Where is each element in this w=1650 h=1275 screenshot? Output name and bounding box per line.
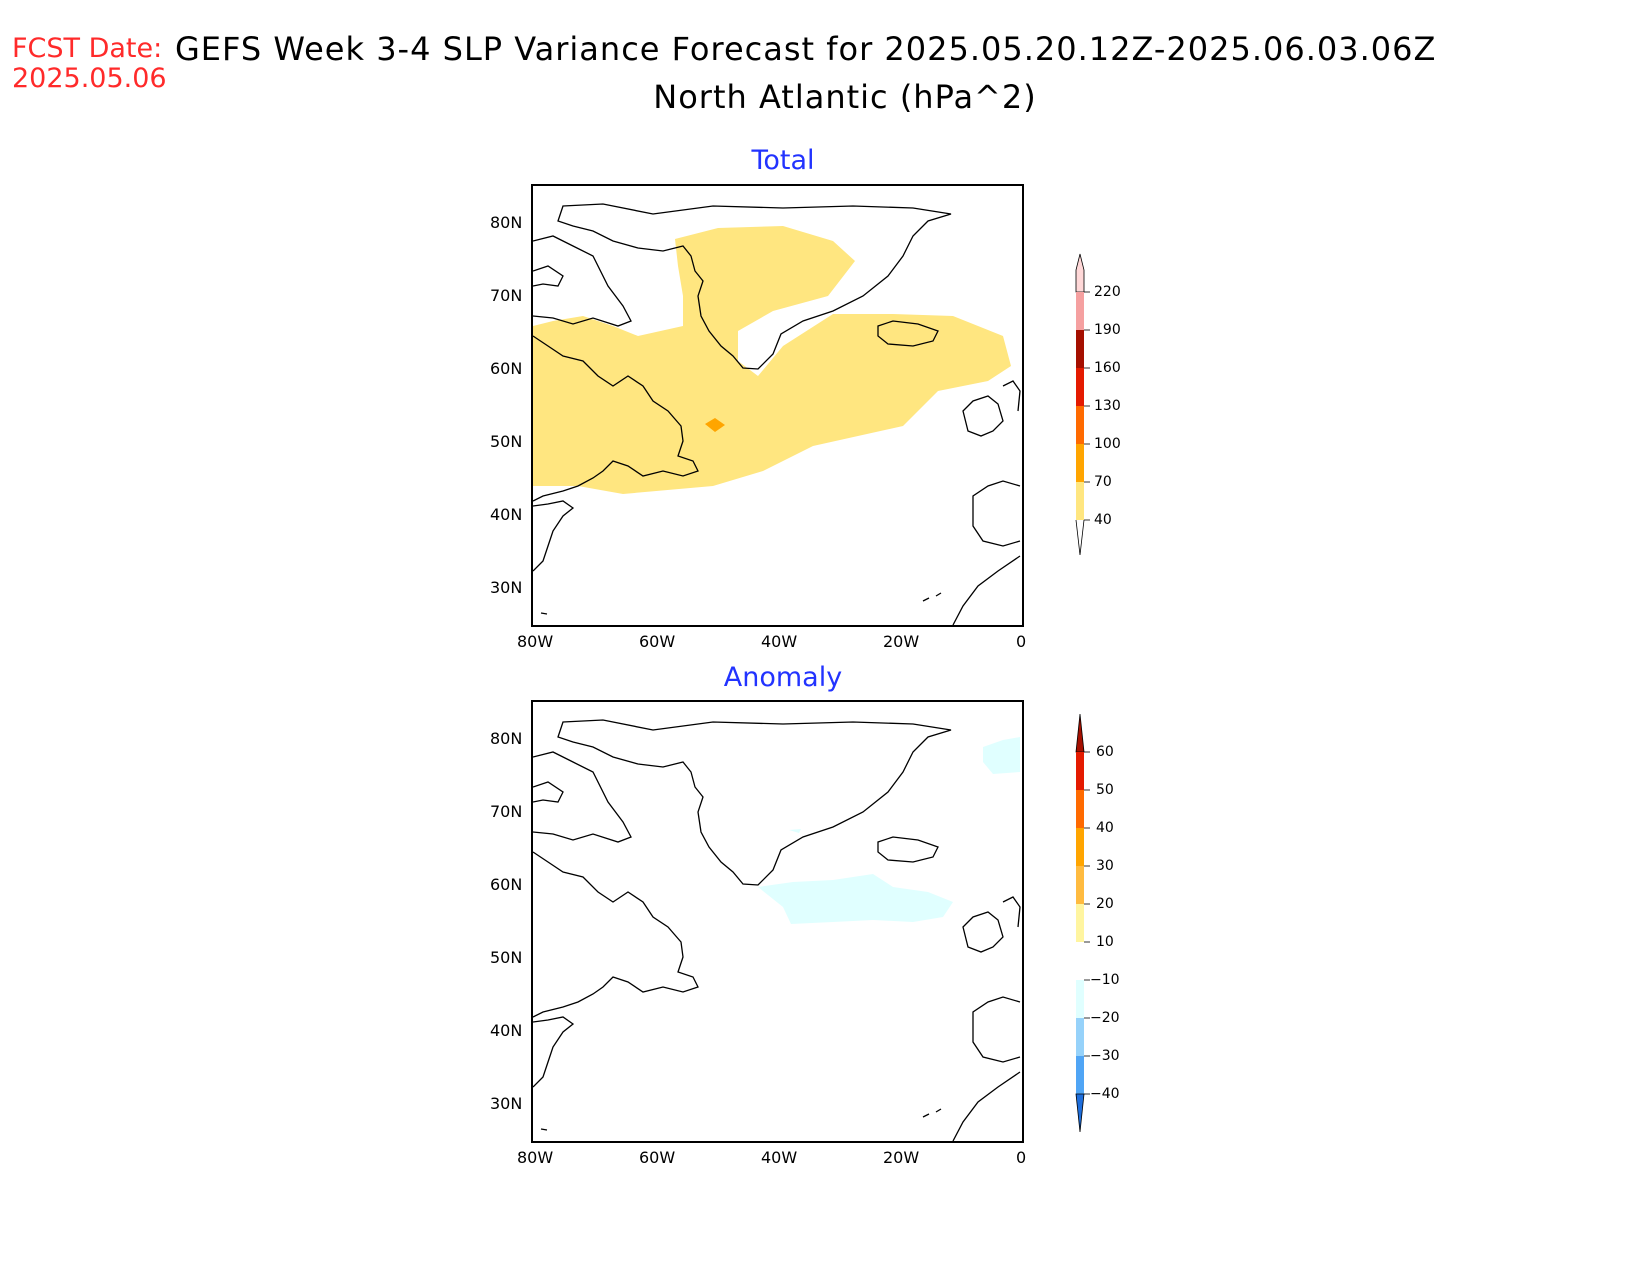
colorbar-total-label-40: 40 (1094, 512, 1112, 528)
forecast-date-value: 2025.05.06 (12, 63, 167, 94)
colorbar-total-label-70: 70 (1094, 474, 1112, 490)
baffin-island-anomaly (533, 781, 564, 803)
labrador-coast (533, 335, 699, 502)
forecast-date-label: FCST Date: (12, 33, 163, 64)
variance-40-70-region (533, 226, 1011, 494)
variance-70-100-patch (705, 418, 725, 432)
map-anomaly (531, 700, 1024, 1143)
colorbar-total-box-130 (1076, 368, 1084, 406)
colorbar-total-box-160 (1076, 330, 1084, 368)
lon-label-80w: 80W (517, 632, 554, 651)
colorbar-anomaly-box-neg10-20 (1076, 980, 1084, 1018)
colorbar-total (1070, 250, 1150, 560)
panel-title-anomaly: Anomaly (723, 662, 843, 693)
us-east-coast (533, 500, 575, 572)
lat-label-70n-anomaly: 70N (490, 802, 523, 821)
anomaly-negative-region-1 (758, 874, 953, 924)
baffin-coast (533, 235, 632, 327)
iceland-anomaly (877, 836, 939, 863)
panel-title-total: Total (751, 145, 815, 176)
azores-anomaly (922, 1108, 942, 1118)
colorbar-anomaly-bottom-arrow (1075, 1093, 1085, 1133)
lon-label-40w: 40W (761, 632, 798, 651)
colorbar-total-box-100 (1076, 406, 1084, 444)
colorbar-total-label-220: 220 (1094, 284, 1121, 300)
lon-label-0: 0 (1016, 632, 1027, 651)
lon-label-0-anomaly: 0 (1016, 1148, 1027, 1167)
lat-label-40n: 40N (490, 505, 523, 524)
colorbar-anomaly-box-20-30 (1076, 866, 1084, 904)
greenland-coast-anomaly (557, 719, 952, 886)
colorbar-anomaly-top-arrow (1075, 713, 1085, 753)
colorbar-anomaly-label-10: 10 (1096, 934, 1114, 950)
lon-label-80w-anomaly: 80W (517, 1148, 554, 1167)
lat-label-80n-anomaly: 80N (490, 729, 523, 748)
colorbar-anomaly-box-neg20-30 (1076, 1018, 1084, 1056)
colorbar-total-label-100: 100 (1094, 436, 1121, 452)
colorbar-anomaly-box-10-20 (1076, 904, 1084, 942)
bermuda-anomaly (540, 1128, 548, 1131)
lon-label-60w-anomaly: 60W (639, 1148, 676, 1167)
azores (922, 592, 942, 602)
colorbar-anomaly-label-60: 60 (1096, 744, 1114, 760)
colorbar-anomaly-label-neg40: −40 (1090, 1086, 1120, 1102)
lat-label-80n: 80N (490, 213, 523, 232)
colorbar-total-box-40 (1076, 482, 1084, 520)
british-isles-anomaly (962, 896, 1021, 953)
lat-label-30n: 30N (490, 578, 523, 597)
colorbar-anomaly-label-50: 50 (1096, 782, 1114, 798)
chart-title: GEFS Week 3-4 SLP Variance Forecast for … (175, 30, 1437, 68)
lon-label-40w-anomaly: 40W (761, 1148, 798, 1167)
colorbar-total-top-arrow (1075, 253, 1085, 293)
map-total (531, 184, 1024, 627)
africa-coast (952, 555, 1021, 625)
anomaly-negative-region-3 (789, 829, 801, 833)
chart-subtitle: North Atlantic (hPa^2) (653, 78, 1037, 116)
lat-label-60n: 60N (490, 359, 523, 378)
colorbar-total-box-70 (1076, 444, 1084, 482)
colorbar-total-label-190: 190 (1094, 322, 1121, 338)
colorbar-anomaly-box-neutral (1076, 942, 1084, 980)
colorbar-anomaly-label-neg30: −30 (1090, 1048, 1120, 1064)
lat-label-70n: 70N (490, 286, 523, 305)
iberia-coast-anomaly (972, 996, 1021, 1063)
colorbar-anomaly-box-30-40 (1076, 828, 1084, 866)
lon-label-20w-anomaly: 20W (883, 1148, 920, 1167)
iceland (877, 320, 939, 347)
colorbar-total-label-130: 130 (1094, 398, 1121, 414)
anomaly-negative-region-2 (983, 737, 1020, 774)
forecast-date-block: FCST Date: 2025.05.06 (12, 34, 167, 94)
colorbar-anomaly-label-neg10: −10 (1090, 972, 1120, 988)
lon-label-20w: 20W (883, 632, 920, 651)
colorbar-anomaly (1070, 712, 1150, 1137)
africa-coast-anomaly (952, 1071, 1021, 1141)
greenland-coast (557, 203, 952, 370)
colorbar-anomaly-box-50-60 (1076, 752, 1084, 790)
lat-label-50n: 50N (490, 432, 523, 451)
colorbar-anomaly-label-neg20: −20 (1090, 1010, 1120, 1026)
colorbar-anomaly-label-30: 30 (1096, 858, 1114, 874)
baffin-island (533, 265, 564, 287)
british-isles (962, 380, 1021, 437)
baffin-coast-anomaly (533, 751, 632, 843)
colorbar-total-box-190 (1076, 292, 1084, 330)
lat-label-30n-anomaly: 30N (490, 1094, 523, 1113)
lat-label-60n-anomaly: 60N (490, 875, 523, 894)
lat-label-50n-anomaly: 50N (490, 948, 523, 967)
lon-label-60w: 60W (639, 632, 676, 651)
colorbar-total-bottom-arrow (1075, 519, 1085, 556)
colorbar-anomaly-label-20: 20 (1096, 896, 1114, 912)
colorbar-anomaly-label-40: 40 (1096, 820, 1114, 836)
colorbar-anomaly-box-40-50 (1076, 790, 1084, 828)
iberia-coast (972, 480, 1021, 547)
bermuda (540, 612, 548, 615)
colorbar-total-label-160: 160 (1094, 360, 1121, 376)
lat-label-40n-anomaly: 40N (490, 1021, 523, 1040)
colorbar-anomaly-box-neg30-40 (1076, 1056, 1084, 1094)
labrador-coast-anomaly (533, 851, 699, 1018)
us-east-coast-anomaly (533, 1016, 575, 1088)
